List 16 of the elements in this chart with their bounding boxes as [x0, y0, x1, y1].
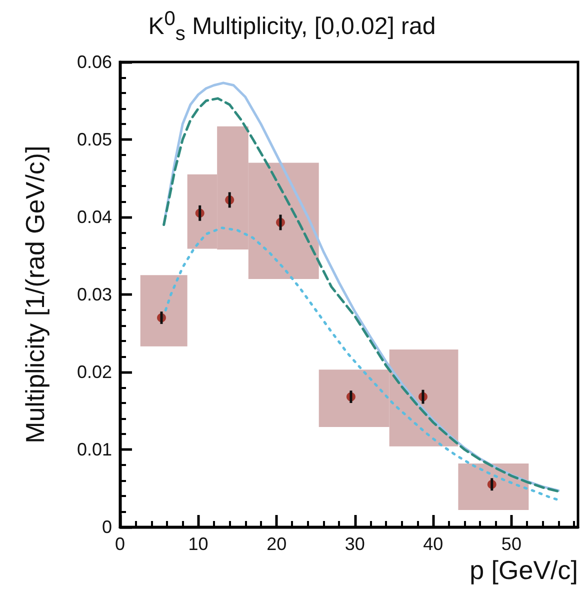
- y-tick-label: 0: [102, 517, 112, 537]
- x-tick-label: 30: [344, 534, 365, 554]
- x-tick-label: 0: [114, 534, 126, 554]
- y-tick-label: 0.03: [76, 284, 112, 304]
- x-tick-label: 50: [501, 534, 522, 554]
- y-tick-label: 0.02: [76, 362, 112, 382]
- x-tick-label: 20: [266, 534, 287, 554]
- y-tick-label: 0.05: [76, 130, 112, 150]
- y-tick-label: 0.06: [76, 52, 112, 72]
- x-tick-label: 40: [423, 534, 444, 554]
- x-tick-label: 10: [188, 534, 208, 554]
- y-tick-label: 0.01: [76, 440, 112, 460]
- y-tick-label: 0.04: [76, 207, 112, 227]
- chart-title: K$^{0}$$_{s}$ Multiplicity, [0,0.02] rad: [147, 8, 437, 46]
- y-axis-title: Multiplicity [1/(rad GeV/c)]: [20, 146, 50, 444]
- x-axis-title: p [GeV/c]: [470, 555, 578, 585]
